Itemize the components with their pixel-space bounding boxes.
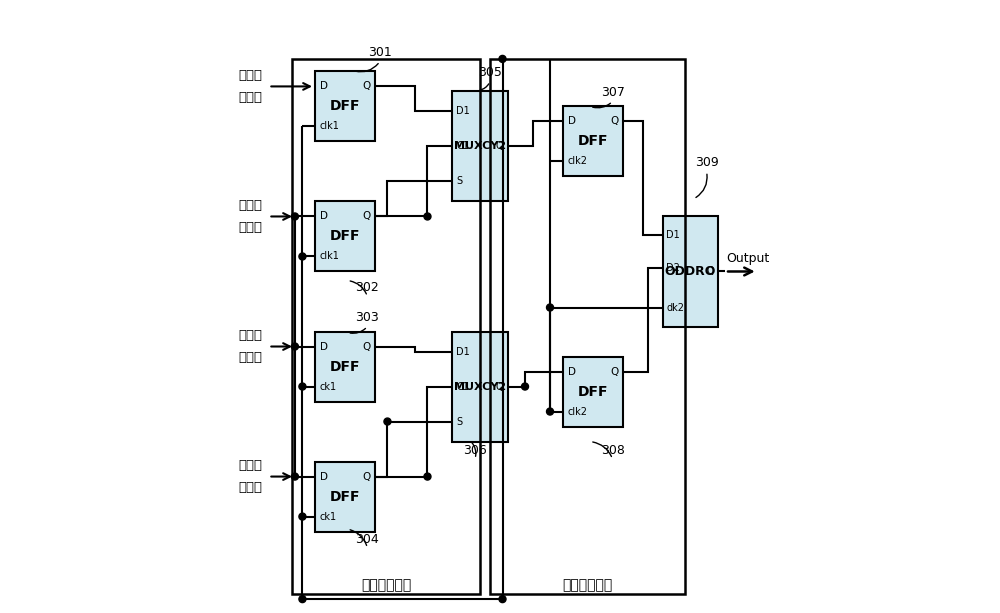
Text: 第四输: 第四输 — [238, 459, 262, 472]
Text: Q: Q — [363, 471, 371, 482]
Text: D: D — [320, 341, 328, 351]
Text: DFF: DFF — [577, 384, 608, 398]
Circle shape — [522, 383, 529, 390]
Text: DFF: DFF — [330, 490, 360, 503]
Text: 第三输: 第三输 — [238, 329, 262, 342]
Text: MUXCY2: MUXCY2 — [454, 381, 506, 392]
Text: Q: Q — [610, 367, 619, 376]
Text: dk2: dk2 — [666, 302, 684, 313]
Text: ck1: ck1 — [320, 512, 337, 522]
Text: C1: C1 — [456, 381, 469, 392]
Text: D1: D1 — [456, 346, 470, 357]
Text: clk1: clk1 — [320, 121, 340, 131]
Text: Q: Q — [363, 211, 371, 221]
Text: Q: Q — [496, 142, 504, 151]
Text: DFF: DFF — [577, 134, 608, 148]
Circle shape — [384, 418, 391, 425]
Circle shape — [291, 343, 298, 350]
Text: DFF: DFF — [330, 359, 360, 373]
FancyBboxPatch shape — [315, 332, 375, 402]
FancyBboxPatch shape — [663, 216, 718, 327]
Text: 入信号: 入信号 — [238, 481, 262, 494]
Circle shape — [299, 253, 306, 260]
Text: 309: 309 — [695, 156, 718, 169]
Text: 入信号: 入信号 — [238, 351, 262, 364]
Text: 302: 302 — [356, 281, 379, 294]
Circle shape — [424, 473, 431, 480]
Text: D: D — [568, 367, 576, 376]
Text: D: D — [320, 82, 328, 91]
Text: D: D — [320, 471, 328, 482]
Text: Q: Q — [363, 82, 371, 91]
Text: 第二时钟信号: 第二时钟信号 — [562, 578, 613, 592]
Text: D: D — [320, 211, 328, 221]
Circle shape — [499, 596, 506, 603]
Text: MUXCY2: MUXCY2 — [454, 142, 506, 151]
Text: S: S — [456, 177, 463, 186]
Text: Q: Q — [610, 116, 619, 126]
Circle shape — [291, 213, 298, 220]
Text: 307: 307 — [601, 86, 624, 99]
FancyBboxPatch shape — [315, 71, 375, 142]
Text: D2: D2 — [666, 264, 680, 273]
Text: clk2: clk2 — [568, 156, 588, 167]
Text: Q: Q — [363, 341, 371, 351]
FancyBboxPatch shape — [563, 107, 623, 177]
Text: DFF: DFF — [330, 229, 360, 243]
Text: 入信号: 入信号 — [238, 91, 262, 104]
Text: 303: 303 — [356, 311, 379, 324]
Text: ODDRO: ODDRO — [664, 265, 716, 278]
Text: D1: D1 — [456, 107, 470, 116]
FancyBboxPatch shape — [452, 91, 508, 202]
Circle shape — [299, 383, 306, 390]
Text: 第一输: 第一输 — [238, 69, 262, 82]
FancyBboxPatch shape — [315, 462, 375, 531]
FancyBboxPatch shape — [452, 332, 508, 441]
Circle shape — [291, 473, 298, 480]
Text: C1: C1 — [456, 142, 469, 151]
Text: Q: Q — [496, 381, 504, 392]
Circle shape — [424, 213, 431, 220]
Text: 304: 304 — [356, 533, 379, 546]
Text: DFF: DFF — [330, 99, 360, 113]
Text: ck1: ck1 — [320, 381, 337, 392]
Text: 301: 301 — [368, 46, 392, 59]
Text: S: S — [456, 417, 463, 427]
Text: clk1: clk1 — [320, 251, 340, 262]
Circle shape — [547, 408, 554, 415]
Text: 308: 308 — [601, 444, 624, 457]
Circle shape — [499, 55, 506, 63]
Text: 305: 305 — [478, 66, 502, 79]
Circle shape — [299, 513, 306, 520]
FancyBboxPatch shape — [315, 202, 375, 272]
FancyBboxPatch shape — [563, 357, 623, 427]
Text: 第一时钟信号: 第一时钟信号 — [361, 578, 411, 592]
Text: Output: Output — [727, 252, 770, 265]
Circle shape — [299, 596, 306, 603]
Circle shape — [547, 304, 554, 311]
Text: clk2: clk2 — [568, 406, 588, 417]
Text: D1: D1 — [666, 230, 680, 240]
Text: 第二输: 第二输 — [238, 199, 262, 212]
Text: 306: 306 — [463, 444, 487, 457]
Text: D: D — [568, 116, 576, 126]
Text: Q: Q — [706, 267, 714, 276]
Text: 入信号: 入信号 — [238, 221, 262, 234]
